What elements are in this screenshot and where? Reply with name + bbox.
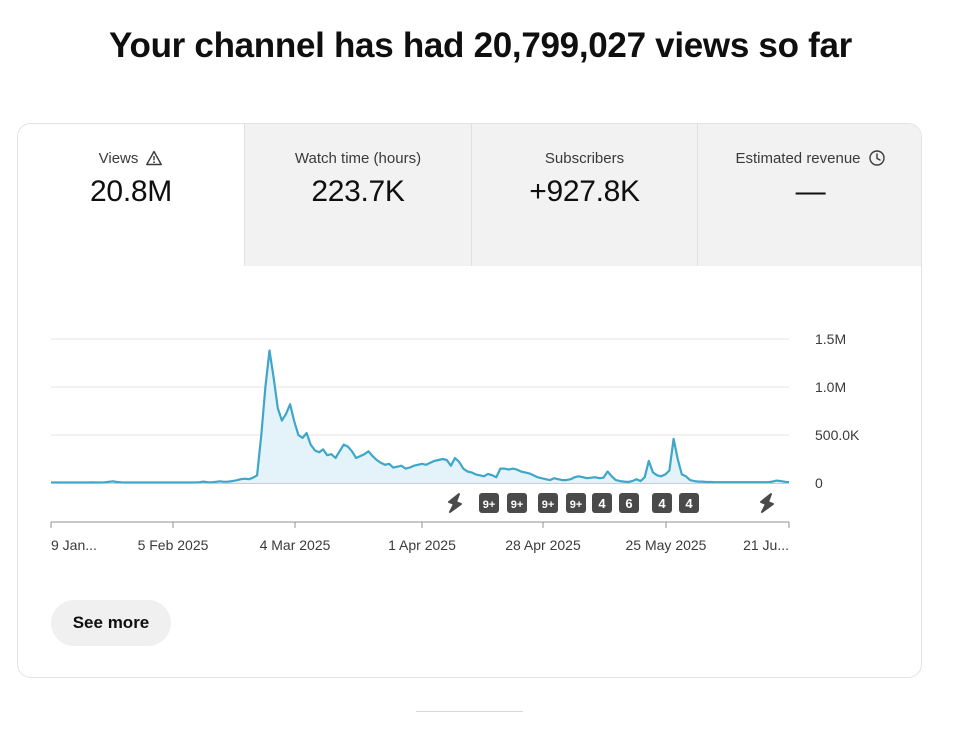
upload-marker-badge (679, 493, 699, 513)
tab-estimated-revenue[interactable]: Estimated revenue — (697, 124, 921, 266)
tab-revenue-label-row: Estimated revenue (735, 149, 885, 167)
analytics-card: Views 20.8M Watch time (hours) 223.7K Su… (17, 123, 922, 678)
upload-marker-badge (507, 493, 527, 513)
upload-marker-label: 4 (598, 496, 606, 511)
shorts-icon (448, 493, 462, 513)
tab-watch-time-label-row: Watch time (hours) (295, 149, 421, 167)
tab-views-label-row: Views (99, 149, 164, 167)
metric-tabs: Views 20.8M Watch time (hours) 223.7K Su… (18, 124, 921, 266)
x-tick-label: 5 Feb 2025 (138, 537, 209, 553)
see-more-button[interactable]: See more (51, 600, 171, 646)
x-tick-label: 4 Mar 2025 (260, 537, 331, 553)
upload-marker-label: 9+ (542, 499, 555, 511)
x-tick-label: 9 Jan... (51, 537, 97, 553)
tab-subscribers-value: +927.8K (529, 174, 640, 208)
upload-marker-label: 9+ (511, 499, 524, 511)
x-tick-label: 28 Apr 2025 (505, 537, 581, 553)
x-tick-label: 1 Apr 2025 (388, 537, 456, 553)
upload-marker-badge (479, 493, 499, 513)
y-tick-label: 500.0K (815, 427, 860, 443)
upload-marker-badge (566, 493, 586, 513)
tab-revenue-label: Estimated revenue (735, 149, 861, 167)
clock-icon[interactable] (868, 149, 886, 167)
tab-watch-time[interactable]: Watch time (hours) 223.7K (244, 124, 471, 266)
tab-watch-time-value: 223.7K (311, 174, 405, 208)
views-chart[interactable]: 1.5M 1.0M 500.0K 0 9 Jan... 5 Feb 2025 4 Mar 2… (18, 124, 922, 594)
shorts-icon (760, 493, 774, 513)
upload-marker-badge (592, 493, 612, 513)
y-tick-label: 1.0M (815, 379, 846, 395)
x-tick-label: 25 May 2025 (626, 537, 707, 553)
y-tick-label: 1.5M (815, 331, 846, 347)
tab-subscribers-label-row: Subscribers (545, 149, 624, 167)
upload-marker-label: 9+ (483, 499, 496, 511)
x-tick-label: 21 Ju... (743, 537, 789, 553)
tab-views-value: 20.8M (90, 174, 172, 208)
upload-marker-label: 6 (625, 496, 632, 511)
upload-marker-label: 4 (685, 496, 693, 511)
views-line (51, 349, 790, 484)
tab-watch-time-label: Watch time (hours) (294, 149, 422, 167)
tab-views-label: Views (98, 149, 139, 167)
page-headline: Your channel has had 20,799,027 views so… (109, 26, 852, 65)
tab-subscribers-label: Subscribers (544, 149, 625, 167)
bottom-divider (416, 711, 523, 712)
tab-subscribers[interactable]: Subscribers +927.8K (471, 124, 697, 266)
warning-icon[interactable] (145, 149, 163, 167)
upload-marker-badge (652, 493, 672, 513)
upload-marker-label: 4 (658, 496, 666, 511)
tab-views[interactable]: Views 20.8M (18, 124, 244, 266)
upload-marker-badge (619, 493, 639, 513)
y-tick-label: 0 (815, 475, 823, 491)
tab-revenue-value: — (795, 174, 826, 208)
upload-marker-label: 9+ (570, 499, 583, 511)
upload-marker-badge (538, 493, 558, 513)
